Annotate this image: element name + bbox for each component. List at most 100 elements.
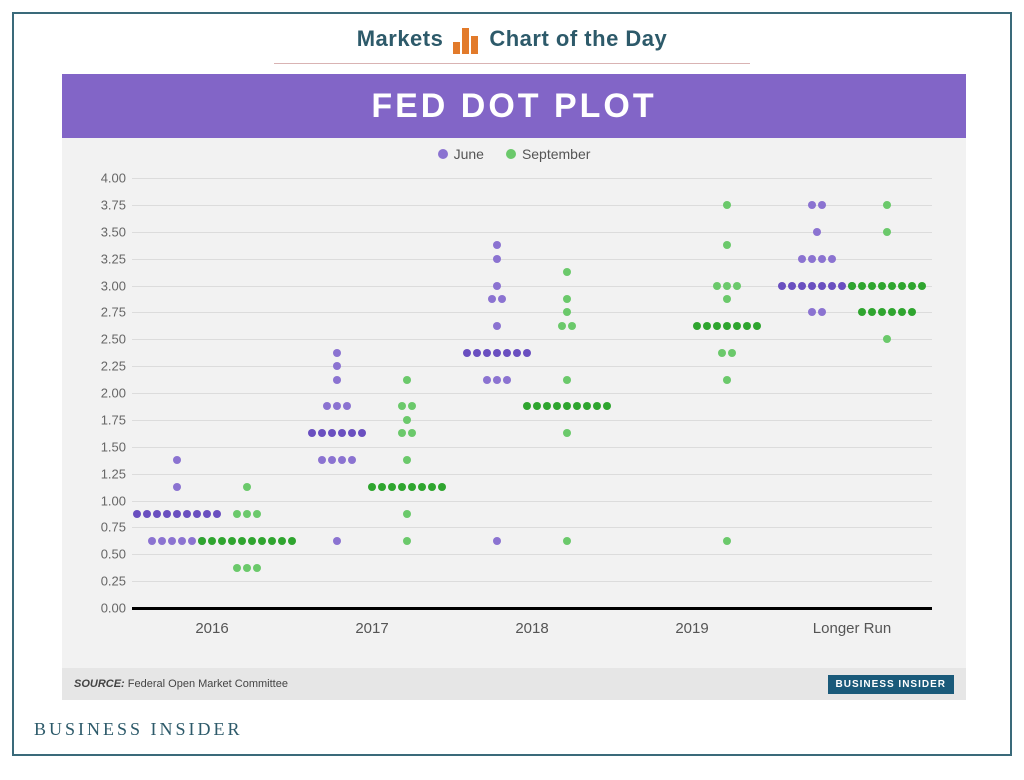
data-dot — [818, 201, 826, 209]
data-dot — [498, 295, 506, 303]
y-tick-label: 0.50 — [66, 547, 126, 562]
y-tick-label: 2.25 — [66, 359, 126, 374]
plot-area: 0.000.250.500.751.001.251.501.752.002.25… — [132, 178, 932, 608]
data-dot — [338, 456, 346, 464]
y-tick-label: 4.00 — [66, 171, 126, 186]
data-dot — [493, 322, 501, 330]
data-dot — [398, 429, 406, 437]
data-dot — [243, 483, 251, 491]
gridline — [132, 501, 932, 502]
gridline — [132, 527, 932, 528]
data-dot — [723, 201, 731, 209]
data-dot — [723, 282, 731, 290]
data-dot — [503, 376, 511, 384]
y-tick-label: 2.75 — [66, 305, 126, 320]
data-dot — [378, 483, 386, 491]
data-dot — [733, 322, 741, 330]
y-tick-label: 3.50 — [66, 224, 126, 239]
chart-footer-bar: SOURCE: Federal Open Market Committee BU… — [62, 668, 966, 700]
data-dot — [173, 510, 181, 518]
data-dot — [338, 429, 346, 437]
y-tick-label: 0.75 — [66, 520, 126, 535]
x-tick-label: Longer Run — [813, 620, 891, 637]
data-dot — [918, 282, 926, 290]
data-dot — [818, 282, 826, 290]
data-dot — [358, 429, 366, 437]
data-dot — [243, 510, 251, 518]
data-dot — [253, 564, 261, 572]
data-dot — [473, 349, 481, 357]
data-dot — [173, 483, 181, 491]
data-dot — [693, 322, 701, 330]
data-dot — [348, 429, 356, 437]
data-dot — [493, 537, 501, 545]
data-dot — [408, 483, 416, 491]
data-dot — [368, 483, 376, 491]
data-dot — [243, 564, 251, 572]
y-tick-label: 0.25 — [66, 574, 126, 589]
data-dot — [713, 322, 721, 330]
data-dot — [848, 282, 856, 290]
data-dot — [253, 510, 261, 518]
data-dot — [798, 255, 806, 263]
y-tick-label: 2.00 — [66, 386, 126, 401]
business-insider-badge: BUSINESS INSIDER — [828, 675, 954, 694]
data-dot — [563, 295, 571, 303]
data-dot — [268, 537, 276, 545]
data-dot — [318, 429, 326, 437]
data-dot — [513, 349, 521, 357]
data-dot — [703, 322, 711, 330]
data-dot — [563, 402, 571, 410]
data-dot — [213, 510, 221, 518]
data-dot — [573, 402, 581, 410]
data-dot — [133, 510, 141, 518]
data-dot — [193, 510, 201, 518]
data-dot — [808, 201, 816, 209]
data-dot — [523, 349, 531, 357]
data-dot — [568, 322, 576, 330]
data-dot — [723, 537, 731, 545]
x-tick-label: 2019 — [675, 620, 708, 637]
data-dot — [583, 402, 591, 410]
header-left-word: Markets — [357, 26, 444, 52]
data-dot — [333, 362, 341, 370]
y-tick-label: 1.75 — [66, 412, 126, 427]
x-axis-line — [132, 607, 932, 610]
chart-title-banner: FED DOT PLOT — [62, 74, 966, 138]
data-dot — [328, 456, 336, 464]
data-dot — [493, 255, 501, 263]
data-dot — [493, 376, 501, 384]
data-dot — [808, 282, 816, 290]
data-dot — [183, 510, 191, 518]
data-dot — [258, 537, 266, 545]
data-dot — [343, 402, 351, 410]
data-dot — [188, 537, 196, 545]
data-dot — [233, 510, 241, 518]
data-dot — [398, 483, 406, 491]
data-dot — [483, 349, 491, 357]
data-dot — [563, 268, 571, 276]
data-dot — [888, 308, 896, 316]
data-dot — [208, 537, 216, 545]
gridline — [132, 581, 932, 582]
data-dot — [888, 282, 896, 290]
x-tick-label: 2017 — [355, 620, 388, 637]
data-dot — [163, 510, 171, 518]
gridline — [132, 339, 932, 340]
gridline — [132, 554, 932, 555]
data-dot — [723, 241, 731, 249]
data-dot — [883, 228, 891, 236]
data-dot — [148, 537, 156, 545]
chart-title: FED DOT PLOT — [371, 87, 656, 126]
gridline — [132, 420, 932, 421]
data-dot — [403, 416, 411, 424]
data-dot — [463, 349, 471, 357]
data-dot — [428, 483, 436, 491]
data-dot — [563, 308, 571, 316]
data-dot — [908, 282, 916, 290]
data-dot — [723, 322, 731, 330]
data-dot — [858, 282, 866, 290]
y-tick-label: 2.50 — [66, 332, 126, 347]
data-dot — [388, 483, 396, 491]
data-dot — [838, 282, 846, 290]
